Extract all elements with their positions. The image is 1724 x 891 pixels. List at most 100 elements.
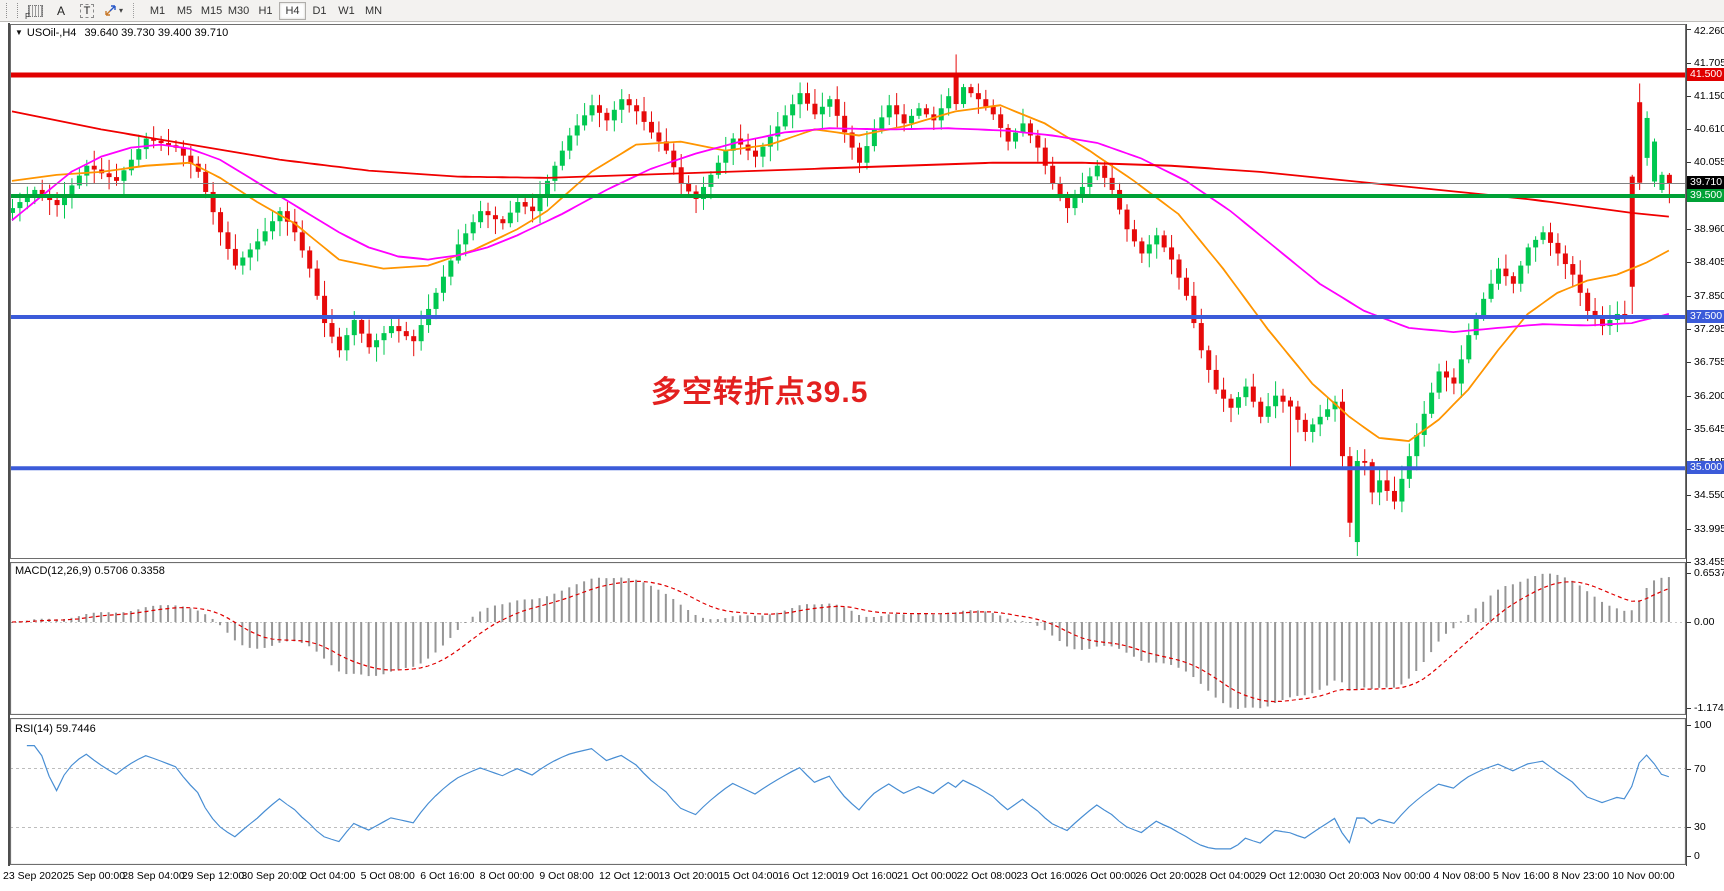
period-button-M5[interactable]: M5	[171, 2, 198, 20]
price-tick-mark	[1687, 96, 1691, 98]
chart-annotation[interactable]: 多空转折点39.5	[651, 376, 869, 409]
macd-label: MACD(12,26,9) 0.5706 0.3358	[15, 565, 165, 577]
text-box-tool-button[interactable]: T	[74, 1, 100, 21]
time-axis-label: 6 Oct 16:00	[420, 870, 475, 882]
toolbar-separator	[133, 3, 139, 18]
macd-main-value: 0.5706	[94, 565, 129, 577]
price-chart-canvas[interactable]	[10, 24, 1686, 559]
macd-scale-label: 0.00	[1694, 616, 1715, 628]
time-axis-label: 28 Sep 04:00	[122, 870, 185, 882]
chart-shift-button[interactable]: F	[22, 1, 48, 21]
macd-signal-value: 0.3358	[131, 565, 165, 577]
price-tick-mark	[1687, 62, 1691, 64]
macd-tick-mark	[1687, 708, 1691, 709]
time-axis-label: 12 Oct 12:00	[599, 870, 660, 882]
period-button-H1[interactable]: H1	[252, 2, 279, 20]
chart-title[interactable]: ▼ USOil-,H4 39.640 39.730 39.400 39.710	[15, 27, 228, 39]
period-button-MN[interactable]: MN	[360, 2, 387, 20]
chart-ohlc-values: 39.640 39.730 39.400 39.710	[84, 27, 229, 39]
rsi-label: RSI(14) 59.7446	[15, 723, 96, 735]
rsi-tick-mark	[1687, 769, 1691, 770]
period-button-M30[interactable]: M30	[225, 2, 252, 20]
rsi-tick-mark	[1687, 827, 1691, 828]
price-tick-label: 35.645	[1694, 423, 1724, 436]
time-axis-label: 9 Oct 08:00	[539, 870, 594, 882]
price-line-badge[interactable]: 41.500	[1687, 68, 1724, 81]
price-tick-label: 42.260	[1694, 25, 1724, 37]
time-axis-label: 10 Nov 00:00	[1612, 870, 1675, 882]
rsi-tick-mark	[1687, 856, 1691, 857]
price-tick-mark	[1687, 29, 1691, 31]
arrange-tool-button[interactable]: ▾	[100, 1, 127, 21]
rsi-current-value: 59.7446	[55, 723, 96, 735]
price-tick-mark	[1687, 329, 1691, 331]
window-left-frame	[8, 23, 10, 866]
time-axis-label: 29 Sep 12:00	[181, 870, 245, 882]
time-axis-label: 8 Oct 00:00	[479, 870, 535, 882]
price-tick-label: 40.610	[1694, 122, 1724, 135]
period-button-W1[interactable]: W1	[333, 2, 360, 20]
time-axis-label: 2 Oct 04:00	[301, 870, 356, 882]
dropdown-caret-icon: ▾	[119, 6, 124, 15]
toolbar-grip[interactable]	[6, 3, 18, 18]
price-tick-mark	[1687, 162, 1691, 164]
price-tick-mark	[1687, 395, 1691, 397]
macd-tick-mark	[1687, 622, 1691, 623]
grid-icon	[27, 4, 43, 17]
price-tick-label: 38.960	[1694, 222, 1724, 235]
text-box-icon: T	[79, 3, 95, 18]
time-axis-label: 16 Oct 12:00	[777, 870, 838, 882]
period-button-D1[interactable]: D1	[306, 2, 333, 20]
price-scale[interactable]: 42.260 41.705 41.150 40.610 40.055 39.500 38.9…	[1686, 24, 1724, 866]
price-tick-label: 37.850	[1694, 289, 1724, 302]
price-tick-mark	[1687, 262, 1691, 264]
period-button-M1[interactable]: M1	[144, 2, 171, 20]
rsi-scale-label: 0	[1694, 850, 1700, 862]
price-tick-label: 34.550	[1694, 489, 1724, 502]
time-axis-label: 22 Oct 08:00	[956, 870, 1017, 882]
time-axis-label: 5 Nov 16:00	[1493, 870, 1550, 882]
price-tick-mark	[1687, 529, 1691, 531]
price-line-badge[interactable]: 39.500	[1687, 189, 1724, 202]
time-axis-label: 25 Sep 00:00	[62, 870, 126, 882]
price-tick-mark	[1687, 429, 1691, 431]
grid-icon-sub-label: F	[25, 11, 30, 21]
time-axis-label: 23 Oct 16:00	[1016, 870, 1077, 882]
time-axis-label: 28 Oct 04:00	[1195, 870, 1256, 882]
rsi-panel-canvas[interactable]	[10, 718, 1686, 865]
time-axis-label: 3 Nov 00:00	[1373, 870, 1431, 882]
rsi-scale-label: 70	[1694, 763, 1706, 775]
macd-tick-mark	[1687, 573, 1691, 574]
price-tick-label: 41.150	[1694, 90, 1724, 103]
price-tick-mark	[1687, 561, 1691, 563]
price-tick-mark	[1687, 228, 1691, 230]
macd-scale-label: -1.1746	[1694, 702, 1724, 714]
time-axis-label: 29 Oct 12:00	[1254, 870, 1315, 882]
period-button-M15[interactable]: M15	[198, 2, 225, 20]
price-tick-label: 36.200	[1694, 389, 1724, 402]
current-price-badge: 39.710	[1687, 176, 1724, 190]
toolbar: F A T ▾ M1 M5 M15 M30 H1 H4 D1 W1 MN	[0, 0, 1724, 22]
price-tick-label: 37.295	[1694, 323, 1724, 336]
text-label-tool-button[interactable]: A	[48, 1, 74, 21]
symbol-dropdown-icon[interactable]: ▼	[15, 28, 23, 37]
time-axis-label: 30 Sep 20:00	[241, 870, 304, 882]
period-button-H4[interactable]: H4	[279, 1, 307, 20]
chart-symbol-period: USOil-,H4	[26, 27, 77, 39]
period-toolbar: M1 M5 M15 M30 H1 H4 D1 W1 MN	[144, 1, 387, 20]
time-axis[interactable]: 23 Sep 2020 25 Sep 00:00 28 Sep 04:00 29 Se…	[0, 866, 1724, 891]
time-axis-label: 15 Oct 04:00	[718, 870, 779, 882]
time-axis-label: 8 Nov 23:00	[1552, 870, 1610, 882]
diagonal-arrows-icon	[105, 5, 116, 16]
time-axis-label: 19 Oct 16:00	[837, 870, 898, 882]
price-tick-label: 33.995	[1694, 523, 1724, 536]
macd-panel-canvas[interactable]	[10, 562, 1686, 715]
price-tick-label: 33.455	[1694, 555, 1724, 568]
time-axis-label: 13 Oct 20:00	[658, 870, 719, 882]
time-axis-label: 23 Sep 2020	[3, 870, 63, 882]
time-axis-label: 26 Oct 00:00	[1075, 870, 1136, 882]
price-line-badge[interactable]: 37.500	[1687, 310, 1724, 323]
text-label-icon: A	[56, 3, 65, 18]
price-tick-mark	[1687, 362, 1691, 364]
price-line-badge[interactable]: 35.000	[1687, 461, 1724, 475]
